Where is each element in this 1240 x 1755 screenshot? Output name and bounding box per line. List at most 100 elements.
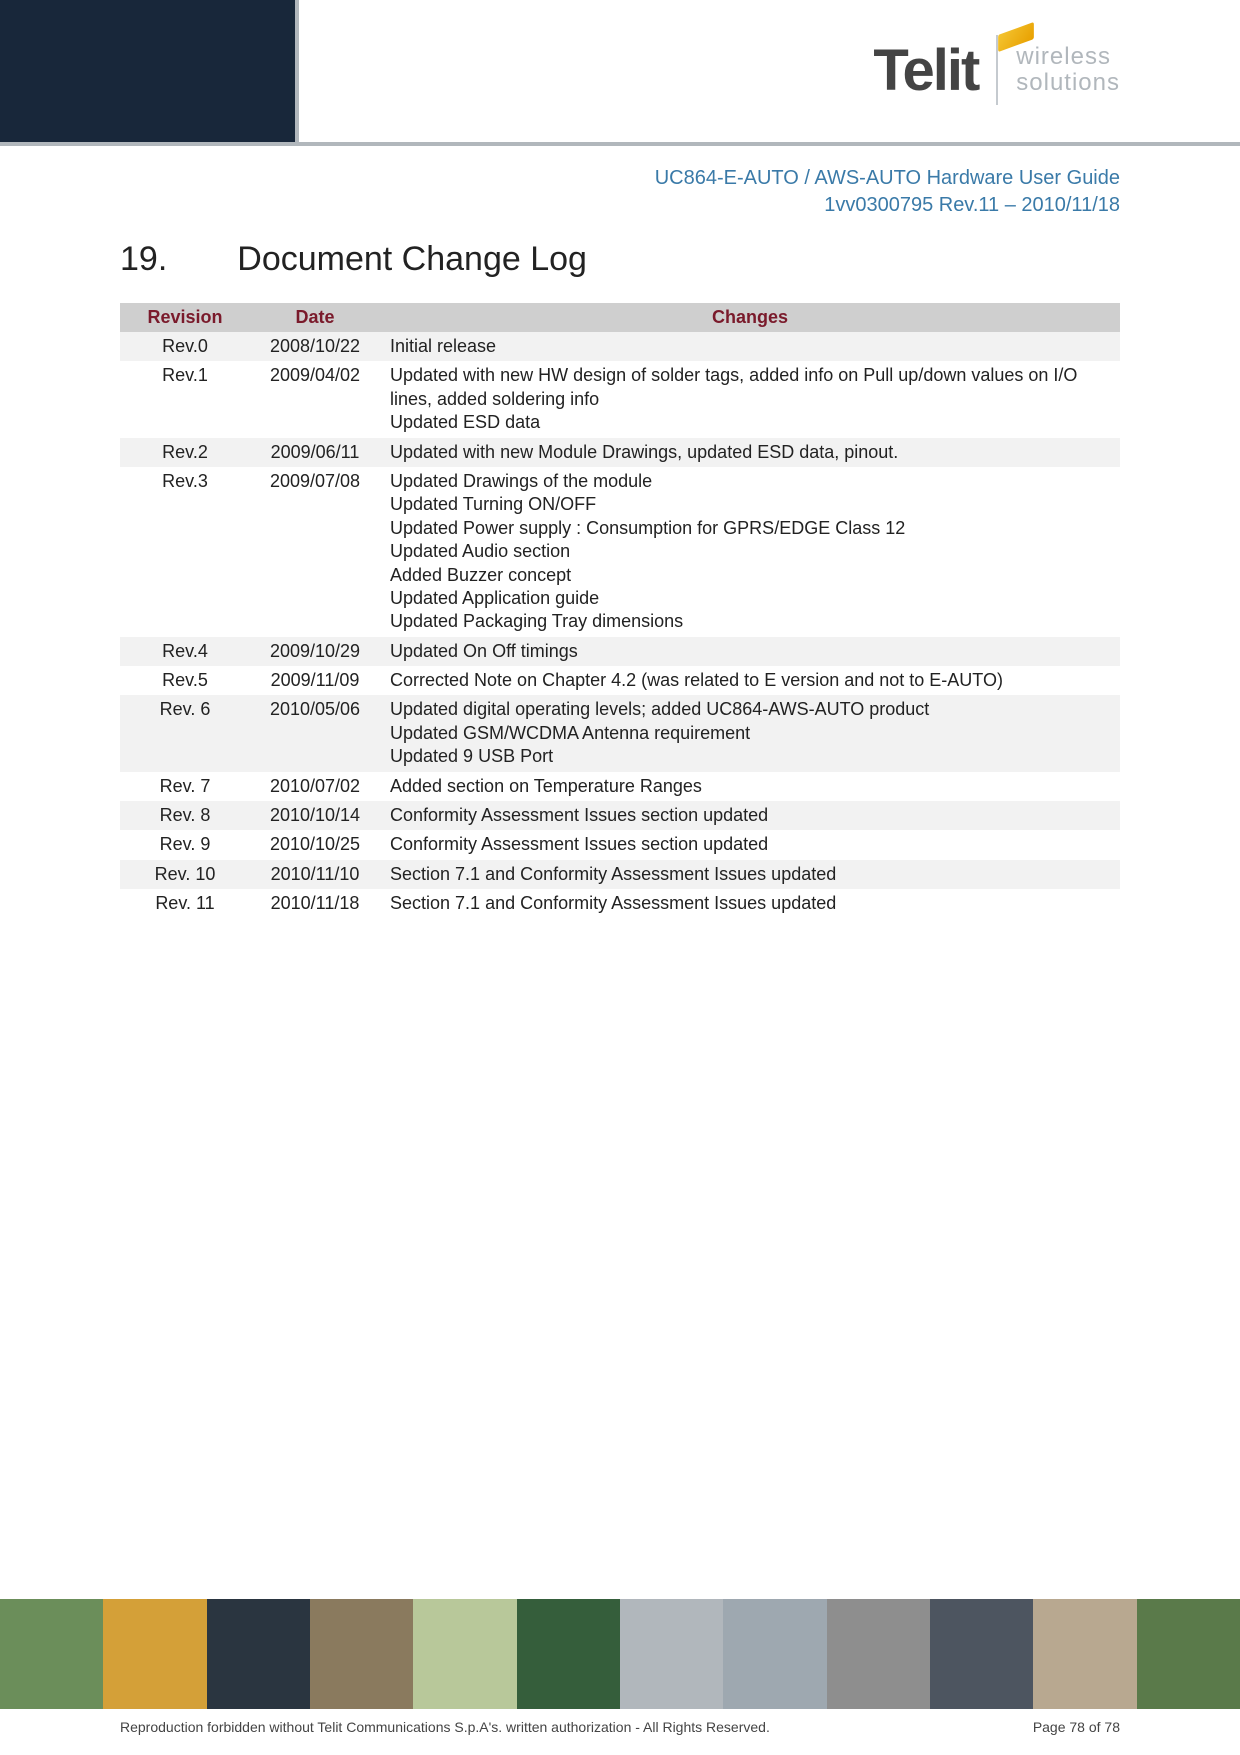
changes-line: Updated with new HW design of solder tag…	[390, 364, 1110, 411]
changes-line: Conformity Assessment Issues section upd…	[390, 833, 1110, 856]
header-divider-horizontal	[0, 142, 1240, 146]
logo-tagline-line2: solutions	[1016, 70, 1120, 96]
date-cell: 2009/06/11	[250, 438, 380, 467]
table-row: Rev.32009/07/08Updated Drawings of the m…	[120, 467, 1120, 637]
changes-line: Added section on Temperature Ranges	[390, 775, 1110, 798]
logo-brand: Telit	[873, 37, 978, 104]
table-row: Rev.12009/04/02Updated with new HW desig…	[120, 361, 1120, 437]
changes-cell: Updated digital operating levels; added …	[380, 695, 1120, 771]
changes-cell: Corrected Note on Chapter 4.2 (was relat…	[380, 666, 1120, 695]
doc-meta: UC864-E-AUTO / AWS-AUTO Hardware User Gu…	[655, 165, 1120, 219]
date-cell: 2010/07/02	[250, 772, 380, 801]
date-cell: 2009/11/09	[250, 666, 380, 695]
changes-line: Updated Application guide	[390, 587, 1110, 610]
changelog-table: Revision Date Changes Rev.02008/10/22 Ini…	[120, 303, 1120, 919]
revision-cell: Rev.5	[120, 666, 250, 695]
footer-strip-tile	[207, 1599, 310, 1709]
footer-strip-tile	[827, 1599, 930, 1709]
header-divider-vertical	[295, 0, 299, 146]
logo-tagline: wireless solutions	[1016, 44, 1120, 97]
table-row: Rev.52009/11/09Corrected Note on Chapter…	[120, 666, 1120, 695]
footer-strip-tile	[1137, 1599, 1240, 1709]
header: Telit wireless solutions	[0, 0, 1240, 146]
changes-line: Section 7.1 and Conformity Assessment Is…	[390, 863, 1110, 886]
date-cell: 2010/11/10	[250, 860, 380, 889]
changes-cell: Updated with new HW design of solder tag…	[380, 361, 1120, 437]
footer-image-strip	[0, 1599, 1240, 1709]
footer-strip-tile	[723, 1599, 826, 1709]
table-row: Rev. 92010/10/25 Conformity Assessment Is…	[120, 830, 1120, 859]
changes-line: Section 7.1 and Conformity Assessment Is…	[390, 892, 1110, 915]
footer-page: Page 78 of 78	[1033, 1719, 1120, 1735]
table-row: Rev. 112010/11/18 Section 7.1 and Conform…	[120, 889, 1120, 918]
section-number: 19.	[120, 240, 167, 279]
changes-cell: Updated Drawings of the moduleUpdated Tu…	[380, 467, 1120, 637]
section-heading: 19. Document Change Log	[120, 240, 1120, 279]
table-header-row: Revision Date Changes	[120, 303, 1120, 332]
footer-copyright: Reproduction forbidden without Telit Com…	[120, 1719, 770, 1735]
footer-strip-tile	[0, 1599, 103, 1709]
date-cell: 2010/05/06	[250, 695, 380, 771]
logo-tagline-line1: wireless	[1016, 44, 1120, 70]
footer-strip-tile	[1033, 1599, 1136, 1709]
date-cell: 2010/10/25	[250, 830, 380, 859]
date-cell: 2009/07/08	[250, 467, 380, 637]
changes-line: Conformity Assessment Issues section upd…	[390, 804, 1110, 827]
changes-line: Updated with new Module Drawings, update…	[390, 441, 1110, 464]
section-title: Document Change Log	[237, 240, 587, 279]
changes-cell: Section 7.1 and Conformity Assessment Is…	[380, 889, 1120, 918]
revision-cell: Rev.3	[120, 467, 250, 637]
footer-strip-tile	[413, 1599, 516, 1709]
col-date: Date	[250, 303, 380, 332]
logo-brand-text: Telit	[873, 38, 978, 103]
revision-cell: Rev.1	[120, 361, 250, 437]
date-cell: 2008/10/22	[250, 332, 380, 361]
footer-text: Reproduction forbidden without Telit Com…	[0, 1709, 1240, 1755]
changes-line: Updated Packaging Tray dimensions	[390, 610, 1110, 633]
changes-line: Updated digital operating levels; added …	[390, 698, 1110, 721]
changes-line: Updated Power supply : Consumption for G…	[390, 517, 1110, 540]
revision-cell: Rev. 10	[120, 860, 250, 889]
footer-strip-tile	[517, 1599, 620, 1709]
changes-line: Updated On Off timings	[390, 640, 1110, 663]
col-changes: Changes	[380, 303, 1120, 332]
table-row: Rev. 82010/10/14 Conformity Assessment Is…	[120, 801, 1120, 830]
table-row: Rev. 62010/05/06 Updated digital operatin…	[120, 695, 1120, 771]
revision-cell: Rev. 8	[120, 801, 250, 830]
table-row: Rev.02008/10/22 Initial release	[120, 332, 1120, 361]
doc-title: UC864-E-AUTO / AWS-AUTO Hardware User Gu…	[655, 165, 1120, 192]
col-revision: Revision	[120, 303, 250, 332]
changes-cell: Section 7.1 and Conformity Assessment Is…	[380, 860, 1120, 889]
revision-cell: Rev.4	[120, 637, 250, 666]
date-cell: 2009/10/29	[250, 637, 380, 666]
header-dark-block	[0, 0, 295, 146]
date-cell: 2010/10/14	[250, 801, 380, 830]
changes-line: Updated 9 USB Port	[390, 745, 1110, 768]
changes-cell: Conformity Assessment Issues section upd…	[380, 801, 1120, 830]
doc-ref: 1vv0300795 Rev.11 – 2010/11/18	[655, 192, 1120, 219]
changes-cell: Initial release	[380, 332, 1120, 361]
revision-cell: Rev. 7	[120, 772, 250, 801]
changes-line: Initial release	[390, 335, 1110, 358]
revision-cell: Rev. 6	[120, 695, 250, 771]
changes-line: Updated Audio section	[390, 540, 1110, 563]
table-row: Rev.42009/10/29 Updated On Off timings	[120, 637, 1120, 666]
footer: Reproduction forbidden without Telit Com…	[0, 1599, 1240, 1755]
changes-line: Updated Drawings of the module	[390, 470, 1110, 493]
date-cell: 2010/11/18	[250, 889, 380, 918]
changes-cell: Added section on Temperature Ranges	[380, 772, 1120, 801]
footer-strip-tile	[103, 1599, 206, 1709]
table-row: Rev.22009/06/11Updated with new Module D…	[120, 438, 1120, 467]
changes-line: Updated ESD data	[390, 411, 1110, 434]
changes-line: Updated GSM/WCDMA Antenna requirement	[390, 722, 1110, 745]
content: 19. Document Change Log Revision Date Ch…	[120, 240, 1120, 919]
revision-cell: Rev. 11	[120, 889, 250, 918]
table-row: Rev. 72010/07/02 Added section on Tempera…	[120, 772, 1120, 801]
date-cell: 2009/04/02	[250, 361, 380, 437]
logo: Telit wireless solutions	[873, 35, 1120, 105]
changes-line: Added Buzzer concept	[390, 564, 1110, 587]
revision-cell: Rev.0	[120, 332, 250, 361]
footer-strip-tile	[310, 1599, 413, 1709]
revision-cell: Rev. 9	[120, 830, 250, 859]
changes-cell: Conformity Assessment Issues section upd…	[380, 830, 1120, 859]
